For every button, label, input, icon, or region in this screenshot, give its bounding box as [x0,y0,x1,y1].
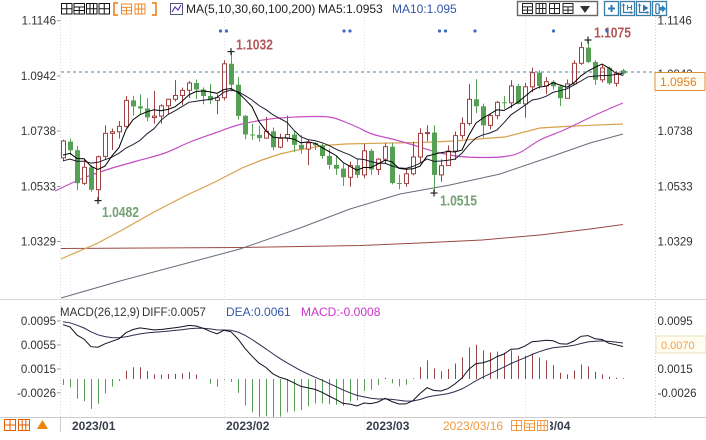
svg-text:MA(5,10,30,60,100,200): MA(5,10,30,60,100,200) [186,2,315,16]
svg-text:1.0482: 1.0482 [102,204,139,221]
svg-text:1.0533: 1.0533 [658,182,693,194]
svg-text:-0.0026: -0.0026 [658,388,697,400]
svg-text:MA10:1.095: MA10:1.095 [392,2,457,16]
svg-text:1.0515: 1.0515 [440,193,477,210]
svg-text:DEA:0.0061: DEA:0.0061 [226,305,291,319]
svg-text:1.1146: 1.1146 [658,16,692,28]
svg-text:2023/03/16: 2023/03/16 [443,419,503,433]
svg-text:1.1032: 1.1032 [236,37,273,54]
svg-text:2023/01: 2023/01 [72,419,116,433]
svg-text:2023/03: 2023/03 [366,419,410,433]
svg-text:1.1146: 1.1146 [22,16,56,28]
svg-text:1.0738: 1.0738 [658,126,693,138]
svg-text:DIFF:0.0057: DIFF:0.0057 [142,307,206,319]
svg-text:0.0015: 0.0015 [658,364,693,376]
svg-text:-0.0026: -0.0026 [17,388,56,400]
svg-text:1.0533: 1.0533 [21,182,56,194]
svg-text:0.0095: 0.0095 [658,316,693,328]
svg-text:1.0329: 1.0329 [658,237,693,249]
svg-text:MACD:-0.0008: MACD:-0.0008 [301,305,381,319]
svg-text:1.1075: 1.1075 [594,25,631,42]
svg-text:MACD(26,12,9): MACD(26,12,9) [60,307,140,319]
svg-text:2023/02: 2023/02 [226,419,270,433]
svg-text:0.0070: 0.0070 [661,340,695,352]
svg-text:1.0942: 1.0942 [21,71,56,83]
svg-text:1.0329: 1.0329 [21,237,56,249]
svg-text:1.0956: 1.0956 [660,75,697,89]
svg-text:MA5:1.0953: MA5:1.0953 [318,2,383,16]
svg-text:0.0095: 0.0095 [21,316,56,328]
svg-text:0.0055: 0.0055 [21,340,56,352]
svg-text:1.0738: 1.0738 [21,126,56,138]
svg-text:0.0015: 0.0015 [21,364,56,376]
